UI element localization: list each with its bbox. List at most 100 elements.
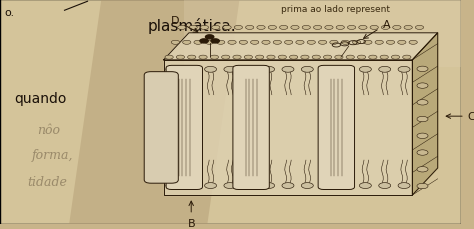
Text: nôo: nôo xyxy=(37,124,60,136)
Circle shape xyxy=(364,41,372,45)
Circle shape xyxy=(200,40,208,44)
Circle shape xyxy=(335,56,343,60)
Circle shape xyxy=(185,67,197,73)
Circle shape xyxy=(224,183,236,189)
Circle shape xyxy=(185,183,197,189)
Circle shape xyxy=(200,26,209,30)
Circle shape xyxy=(165,56,173,60)
Circle shape xyxy=(262,41,270,45)
Circle shape xyxy=(244,56,253,60)
Circle shape xyxy=(323,56,332,60)
Circle shape xyxy=(404,26,412,30)
Circle shape xyxy=(417,134,428,139)
Circle shape xyxy=(386,41,395,45)
Circle shape xyxy=(182,41,191,45)
Circle shape xyxy=(211,40,219,44)
Circle shape xyxy=(398,41,406,45)
Circle shape xyxy=(312,56,320,60)
Circle shape xyxy=(415,26,424,30)
Circle shape xyxy=(251,41,259,45)
Circle shape xyxy=(268,26,276,30)
Text: prima ao lado represent: prima ao lado represent xyxy=(281,5,390,14)
Circle shape xyxy=(234,26,243,30)
Text: quando: quando xyxy=(14,92,66,106)
Circle shape xyxy=(379,183,391,189)
FancyBboxPatch shape xyxy=(318,66,355,190)
Circle shape xyxy=(357,56,366,60)
Circle shape xyxy=(206,36,214,40)
Circle shape xyxy=(330,41,338,45)
Circle shape xyxy=(382,26,390,30)
Circle shape xyxy=(409,41,417,45)
Circle shape xyxy=(417,183,428,189)
Circle shape xyxy=(217,41,225,45)
Circle shape xyxy=(224,67,236,73)
Circle shape xyxy=(166,67,178,73)
Circle shape xyxy=(246,26,254,30)
Circle shape xyxy=(284,41,293,45)
Circle shape xyxy=(233,56,241,60)
Circle shape xyxy=(301,183,313,189)
Circle shape xyxy=(278,56,286,60)
Circle shape xyxy=(199,56,207,60)
Circle shape xyxy=(417,150,428,155)
Circle shape xyxy=(398,183,410,189)
Circle shape xyxy=(178,26,186,30)
Circle shape xyxy=(369,56,377,60)
Circle shape xyxy=(176,56,184,60)
Circle shape xyxy=(325,26,333,30)
Circle shape xyxy=(352,41,361,45)
Polygon shape xyxy=(69,0,239,224)
Circle shape xyxy=(341,41,349,45)
Circle shape xyxy=(321,67,333,73)
Circle shape xyxy=(205,41,213,45)
Circle shape xyxy=(319,41,327,45)
FancyBboxPatch shape xyxy=(144,72,178,183)
Circle shape xyxy=(194,41,202,45)
Text: o.: o. xyxy=(5,8,15,18)
Text: forma,: forma, xyxy=(32,148,74,161)
Polygon shape xyxy=(164,60,412,195)
Circle shape xyxy=(166,183,178,189)
Circle shape xyxy=(280,26,288,30)
Circle shape xyxy=(221,56,230,60)
Circle shape xyxy=(340,183,352,189)
Circle shape xyxy=(380,56,388,60)
Circle shape xyxy=(417,117,428,122)
Circle shape xyxy=(417,67,428,72)
Circle shape xyxy=(211,26,220,30)
Text: tidade: tidade xyxy=(27,175,67,188)
Circle shape xyxy=(296,41,304,45)
Circle shape xyxy=(210,56,219,60)
Circle shape xyxy=(189,26,197,30)
Circle shape xyxy=(243,183,255,189)
Circle shape xyxy=(263,67,274,73)
Circle shape xyxy=(313,26,322,30)
Circle shape xyxy=(267,56,275,60)
Text: C: C xyxy=(446,112,474,122)
Circle shape xyxy=(228,41,236,45)
Circle shape xyxy=(346,56,355,60)
Circle shape xyxy=(282,67,294,73)
Circle shape xyxy=(398,67,410,73)
Text: A: A xyxy=(364,20,390,39)
Circle shape xyxy=(321,183,333,189)
Circle shape xyxy=(291,26,299,30)
Circle shape xyxy=(301,67,313,73)
Circle shape xyxy=(359,183,371,189)
Circle shape xyxy=(255,56,264,60)
Circle shape xyxy=(359,67,371,73)
Text: D: D xyxy=(171,16,198,33)
Polygon shape xyxy=(164,34,438,60)
Circle shape xyxy=(403,56,411,60)
Circle shape xyxy=(336,26,345,30)
Polygon shape xyxy=(412,34,438,195)
Circle shape xyxy=(257,26,265,30)
Circle shape xyxy=(223,26,231,30)
Circle shape xyxy=(273,41,282,45)
Circle shape xyxy=(359,26,367,30)
Circle shape xyxy=(171,41,180,45)
Circle shape xyxy=(188,56,196,60)
Circle shape xyxy=(417,100,428,106)
Circle shape xyxy=(282,183,294,189)
